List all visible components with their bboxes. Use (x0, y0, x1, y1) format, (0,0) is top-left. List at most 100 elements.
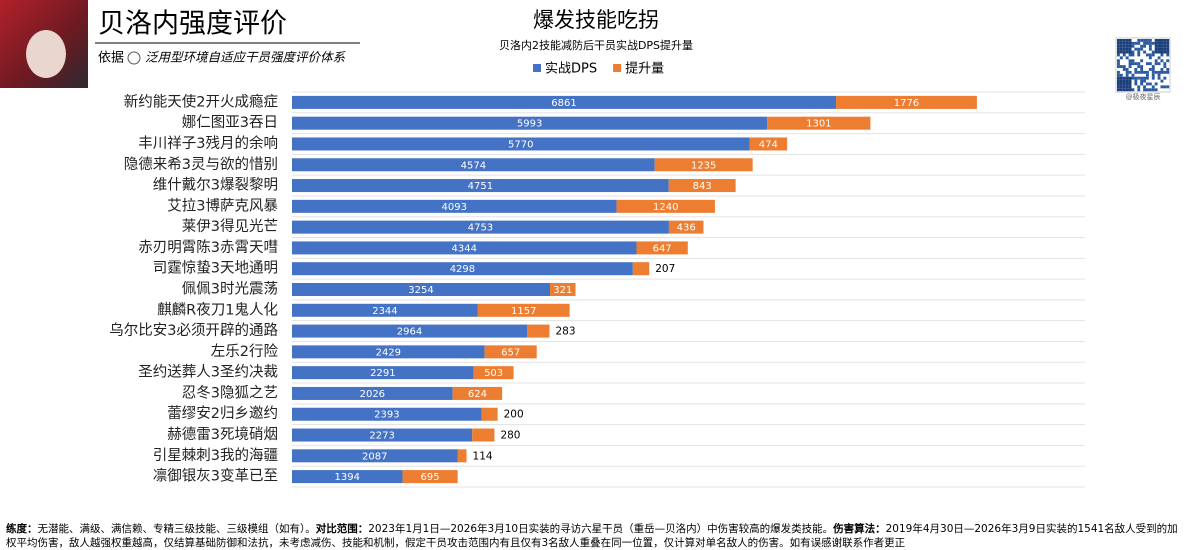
qr-cell (1125, 41, 1129, 45)
qr-cell (1166, 47, 1170, 51)
qr-cell (1166, 85, 1170, 89)
qr-cell (1119, 73, 1123, 77)
qr-cell (1137, 41, 1141, 45)
bar-segment (636, 241, 688, 255)
qr-cell (1140, 65, 1144, 68)
value-label: 2087 (362, 451, 387, 462)
qr-cell (1122, 79, 1126, 83)
qr-cell (1128, 79, 1132, 83)
bar-segment (668, 179, 736, 193)
bar-segment (654, 158, 753, 172)
value-label: 5770 (508, 139, 533, 150)
bar-segment (292, 116, 768, 130)
qr-cell (1128, 85, 1132, 89)
value-label: 2273 (369, 431, 394, 442)
value-label: 2964 (397, 327, 422, 338)
qr-cell (1160, 44, 1164, 48)
bar-segment (292, 179, 669, 193)
category-label: 隐德来希3灵与欲的惜别 (124, 156, 278, 173)
qr-cell (1119, 47, 1123, 51)
qr-cell (1140, 70, 1144, 74)
qr-cell (1119, 88, 1123, 92)
qr-cell (1128, 62, 1132, 66)
qr-cell (1128, 70, 1132, 74)
value-label: 843 (693, 181, 712, 192)
qr-cell (1148, 56, 1152, 60)
bar-segment (292, 407, 482, 421)
qr-cell (1163, 47, 1167, 51)
qr-cell (1160, 39, 1164, 42)
qr-cell (1157, 39, 1161, 42)
qr-code (1115, 37, 1171, 93)
qr-cell (1137, 70, 1141, 74)
qr-cell (1163, 39, 1167, 42)
basis: 泛用型环境自适应干员强度评价体系 (145, 50, 347, 65)
qr-cell (1117, 47, 1120, 51)
qr-cell (1134, 68, 1138, 71)
value-label: 4298 (450, 264, 475, 275)
bar-segment (402, 470, 458, 484)
bar-segment (292, 199, 617, 213)
value-label: 2429 (376, 347, 401, 358)
category-label: 维什戴尔3爆裂黎明 (153, 177, 278, 194)
bar-segment (292, 158, 655, 172)
qr-cell (1122, 47, 1126, 51)
qr-cell (1125, 82, 1129, 86)
value-label: 5993 (517, 119, 542, 130)
chart-title: 爆发技能吃拐 (533, 8, 659, 32)
qr-cell (1166, 41, 1170, 45)
chart-subtitle: 贝洛内2技能减防后干员实战DPS提升量 (499, 38, 693, 52)
value-label: 4751 (468, 181, 493, 192)
qr-cell (1154, 50, 1158, 54)
qr-cell (1137, 62, 1141, 66)
qr-cell (1154, 44, 1158, 48)
qr-cell (1148, 88, 1152, 92)
qr-cell (1117, 62, 1120, 66)
value-label: 283 (555, 326, 575, 338)
qr-cell (1119, 50, 1123, 54)
qr-cell (1143, 85, 1146, 89)
watermark: @极夜星辰 (1126, 92, 1161, 101)
qr-cell (1119, 85, 1123, 89)
bar-segment (292, 137, 750, 151)
qr-cell (1122, 82, 1126, 86)
category-label: 佩佩3时光震荡 (182, 281, 278, 298)
qr-cell (1119, 39, 1123, 42)
qr-cell (1125, 70, 1129, 74)
qr-cell (1128, 88, 1132, 92)
qr-cell (1148, 47, 1152, 51)
footer-label: 伤害算法： (833, 523, 886, 535)
bar-segment (632, 262, 650, 276)
value-label: 4574 (461, 160, 486, 171)
qr-cell (1151, 53, 1155, 57)
qr-cell (1151, 50, 1155, 54)
footer-text: 无潜能、满级、满信赖、专精三级技能、三级模组（如有）。 (37, 523, 316, 535)
value-label: 4344 (452, 243, 477, 254)
qr-cell (1131, 73, 1135, 77)
qr-cell (1128, 53, 1132, 57)
qr-cell (1163, 44, 1167, 48)
qr-cell (1160, 70, 1164, 74)
bar-segment (767, 116, 871, 130)
bar-segment (292, 220, 669, 234)
qr-cell (1117, 53, 1120, 57)
qr-cell (1166, 39, 1170, 42)
qr-cell (1140, 59, 1144, 63)
qr-cell (1143, 88, 1146, 92)
bar-segment (292, 262, 633, 276)
qr-cell (1151, 88, 1155, 92)
bar-segment (836, 95, 977, 109)
value-label: 2393 (374, 410, 399, 421)
bar-segment (527, 324, 550, 338)
chart: 贝洛内强度评价 依据 泛用型环境自适应干员强度评价体系 爆发技能吃拐 贝洛内2技… (0, 0, 1171, 488)
qr-cell (1166, 70, 1170, 74)
qr-cell (1128, 44, 1132, 48)
qr-cell (1163, 50, 1167, 54)
value-label: 695 (421, 472, 440, 483)
qr-cell (1122, 68, 1126, 71)
page-title: 贝洛内强度评价 (98, 9, 287, 40)
category-label: 莱伊3得见光芒 (182, 218, 278, 235)
value-label: 207 (655, 263, 675, 275)
value-label: 321 (553, 285, 572, 296)
qr-cell (1140, 39, 1144, 42)
